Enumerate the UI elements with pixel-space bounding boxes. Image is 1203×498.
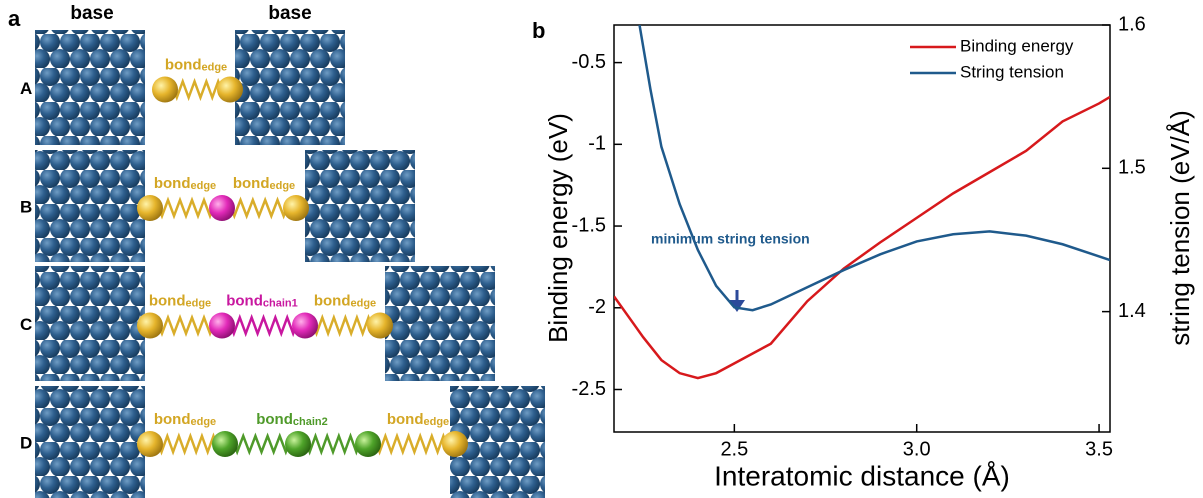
spring bbox=[368, 436, 455, 452]
bond-label-main: bond bbox=[149, 292, 186, 309]
bond-label: bondchain2 bbox=[256, 411, 328, 428]
atom bbox=[212, 431, 238, 457]
bond-label-main: bond bbox=[154, 175, 191, 192]
bond-label-main: bond bbox=[256, 411, 293, 428]
bond-label-sub: edge bbox=[190, 180, 216, 192]
y-tick-label: -2 bbox=[588, 296, 606, 318]
bond-label-sub: edge bbox=[423, 416, 449, 428]
row-label: A bbox=[20, 79, 32, 98]
bond-label-sub: edge bbox=[350, 297, 376, 309]
bond-label-main: bond bbox=[154, 411, 191, 428]
y2-tick-label: 1.5 bbox=[1118, 157, 1146, 179]
panel-b: b Binding energy (eV) string tension (eV… bbox=[532, 13, 1195, 491]
bond-label: bondedge bbox=[154, 411, 216, 428]
bond-label-main: bond bbox=[314, 292, 351, 309]
x-axis-label: Interatomic distance (Å) bbox=[714, 460, 1010, 491]
lattice-block bbox=[235, 30, 345, 145]
legend-label: String tension bbox=[960, 62, 1064, 81]
figure: a base base AbondedgeBbondedgebondedgeCb… bbox=[0, 0, 1203, 498]
bond-label: bondedge bbox=[314, 292, 376, 309]
bond-label: bondedge bbox=[387, 411, 449, 428]
y-tick-label: -1.5 bbox=[572, 214, 606, 236]
atom bbox=[152, 77, 178, 103]
panel-label: b bbox=[532, 18, 545, 43]
bond-label-sub: edge bbox=[269, 180, 295, 192]
x-tick-label: 2.5 bbox=[720, 438, 748, 460]
bond-label-main: bond bbox=[233, 175, 270, 192]
atom bbox=[442, 431, 468, 457]
base-label: base bbox=[70, 3, 113, 24]
atom bbox=[209, 313, 235, 339]
bond-label: bondedge bbox=[149, 292, 211, 309]
lattice-block bbox=[385, 266, 495, 381]
x-tick-label: 3.5 bbox=[1085, 438, 1113, 460]
atom bbox=[283, 195, 309, 221]
bond-label: bondedge bbox=[233, 175, 295, 192]
atom bbox=[137, 313, 163, 339]
bond-label-sub: chain2 bbox=[293, 416, 328, 428]
bond-label-main: bond bbox=[165, 56, 202, 73]
y-tick-label: -0.5 bbox=[572, 51, 606, 73]
legend-label: Binding energy bbox=[960, 36, 1074, 55]
annotation-arrow-head bbox=[729, 300, 745, 312]
y-tick-label: -2.5 bbox=[572, 378, 606, 400]
y-axis-label: Binding energy (eV) bbox=[543, 113, 573, 343]
annotation: minimum string tension bbox=[651, 231, 810, 247]
bond-label: bondedge bbox=[154, 175, 216, 192]
bond-label-sub: edge bbox=[201, 61, 227, 73]
atom bbox=[367, 313, 393, 339]
atom bbox=[355, 431, 381, 457]
y2-tick-label: 1.6 bbox=[1118, 13, 1146, 35]
panel-label: a bbox=[8, 6, 21, 31]
bond-label-main: bond bbox=[226, 292, 263, 309]
lattice-block bbox=[35, 30, 145, 145]
lattice-block bbox=[35, 150, 145, 262]
atom bbox=[292, 313, 318, 339]
x-tick-label: 3.0 bbox=[903, 438, 931, 460]
row-label: C bbox=[20, 315, 32, 334]
row-label: D bbox=[20, 433, 32, 452]
atom bbox=[217, 77, 243, 103]
lattice-block bbox=[305, 150, 415, 262]
y-tick-label: -1 bbox=[588, 133, 606, 155]
atom bbox=[285, 431, 311, 457]
atom bbox=[209, 195, 235, 221]
atom bbox=[137, 195, 163, 221]
y2-axis-label: string tension (eV/Å) bbox=[1165, 110, 1195, 346]
bond-label-sub: edge bbox=[190, 416, 216, 428]
bond-label: bondchain1 bbox=[226, 292, 298, 309]
bond-label: bondedge bbox=[165, 56, 227, 73]
atom bbox=[137, 431, 163, 457]
lattice-block bbox=[35, 386, 145, 498]
y2-tick-label: 1.4 bbox=[1118, 300, 1146, 322]
lattice-block bbox=[35, 266, 145, 381]
row-label: B bbox=[20, 197, 32, 216]
bond-label-main: bond bbox=[387, 411, 424, 428]
base-label: base bbox=[268, 3, 311, 24]
bond-label-sub: edge bbox=[185, 297, 211, 309]
bond-label-sub: chain1 bbox=[263, 297, 298, 309]
